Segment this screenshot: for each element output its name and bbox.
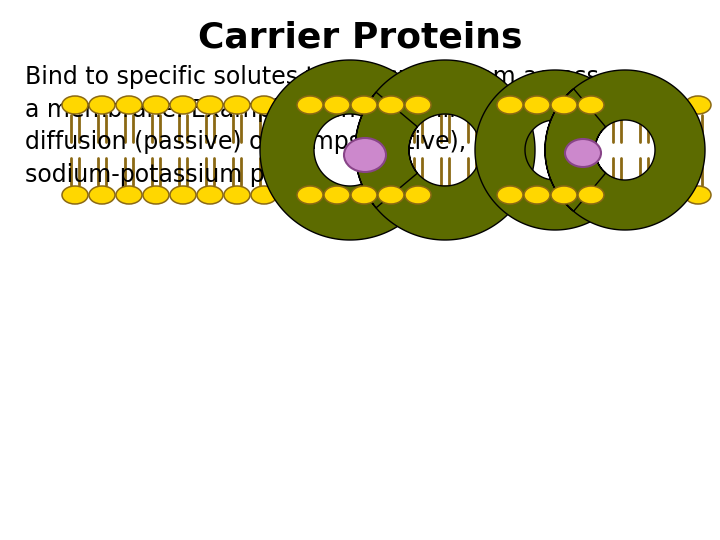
Ellipse shape	[631, 96, 657, 114]
Ellipse shape	[344, 138, 386, 172]
Ellipse shape	[565, 139, 601, 167]
Ellipse shape	[432, 186, 458, 204]
Ellipse shape	[197, 96, 223, 114]
Ellipse shape	[351, 186, 377, 204]
Ellipse shape	[524, 186, 550, 204]
Ellipse shape	[62, 96, 88, 114]
Ellipse shape	[631, 186, 657, 204]
Text: Carrier Proteins: Carrier Proteins	[198, 20, 522, 54]
Ellipse shape	[297, 186, 323, 204]
Ellipse shape	[278, 96, 304, 114]
Ellipse shape	[324, 96, 350, 114]
Ellipse shape	[578, 186, 604, 204]
Ellipse shape	[551, 186, 577, 204]
Ellipse shape	[116, 96, 142, 114]
Polygon shape	[545, 70, 705, 230]
Ellipse shape	[197, 186, 223, 204]
Ellipse shape	[170, 96, 196, 114]
Ellipse shape	[604, 96, 630, 114]
Ellipse shape	[432, 96, 458, 114]
Ellipse shape	[459, 186, 485, 204]
Ellipse shape	[224, 186, 250, 204]
Ellipse shape	[497, 186, 523, 204]
Ellipse shape	[658, 186, 684, 204]
Polygon shape	[260, 60, 419, 240]
Ellipse shape	[486, 186, 512, 204]
Ellipse shape	[524, 96, 550, 114]
Ellipse shape	[497, 96, 523, 114]
Ellipse shape	[378, 96, 404, 114]
Ellipse shape	[578, 96, 604, 114]
Ellipse shape	[224, 96, 250, 114]
Ellipse shape	[170, 186, 196, 204]
Ellipse shape	[405, 186, 431, 204]
Polygon shape	[355, 60, 535, 240]
Text: Bind to specific solutes to transport them across
a membrane. Examples can be fa: Bind to specific solutes to transport th…	[25, 65, 599, 187]
Ellipse shape	[459, 96, 485, 114]
Ellipse shape	[685, 186, 711, 204]
Ellipse shape	[297, 96, 323, 114]
Ellipse shape	[251, 186, 277, 204]
Ellipse shape	[278, 186, 304, 204]
Ellipse shape	[351, 96, 377, 114]
Ellipse shape	[685, 96, 711, 114]
Ellipse shape	[324, 186, 350, 204]
Ellipse shape	[251, 96, 277, 114]
Ellipse shape	[405, 186, 431, 204]
Ellipse shape	[143, 96, 169, 114]
Ellipse shape	[551, 96, 577, 114]
Ellipse shape	[405, 96, 431, 114]
Ellipse shape	[486, 96, 512, 114]
Ellipse shape	[658, 96, 684, 114]
Ellipse shape	[116, 186, 142, 204]
Ellipse shape	[89, 96, 115, 114]
Ellipse shape	[604, 186, 630, 204]
Ellipse shape	[62, 186, 88, 204]
Ellipse shape	[89, 186, 115, 204]
Ellipse shape	[405, 96, 431, 114]
Ellipse shape	[143, 186, 169, 204]
Ellipse shape	[378, 186, 404, 204]
Polygon shape	[475, 70, 606, 230]
